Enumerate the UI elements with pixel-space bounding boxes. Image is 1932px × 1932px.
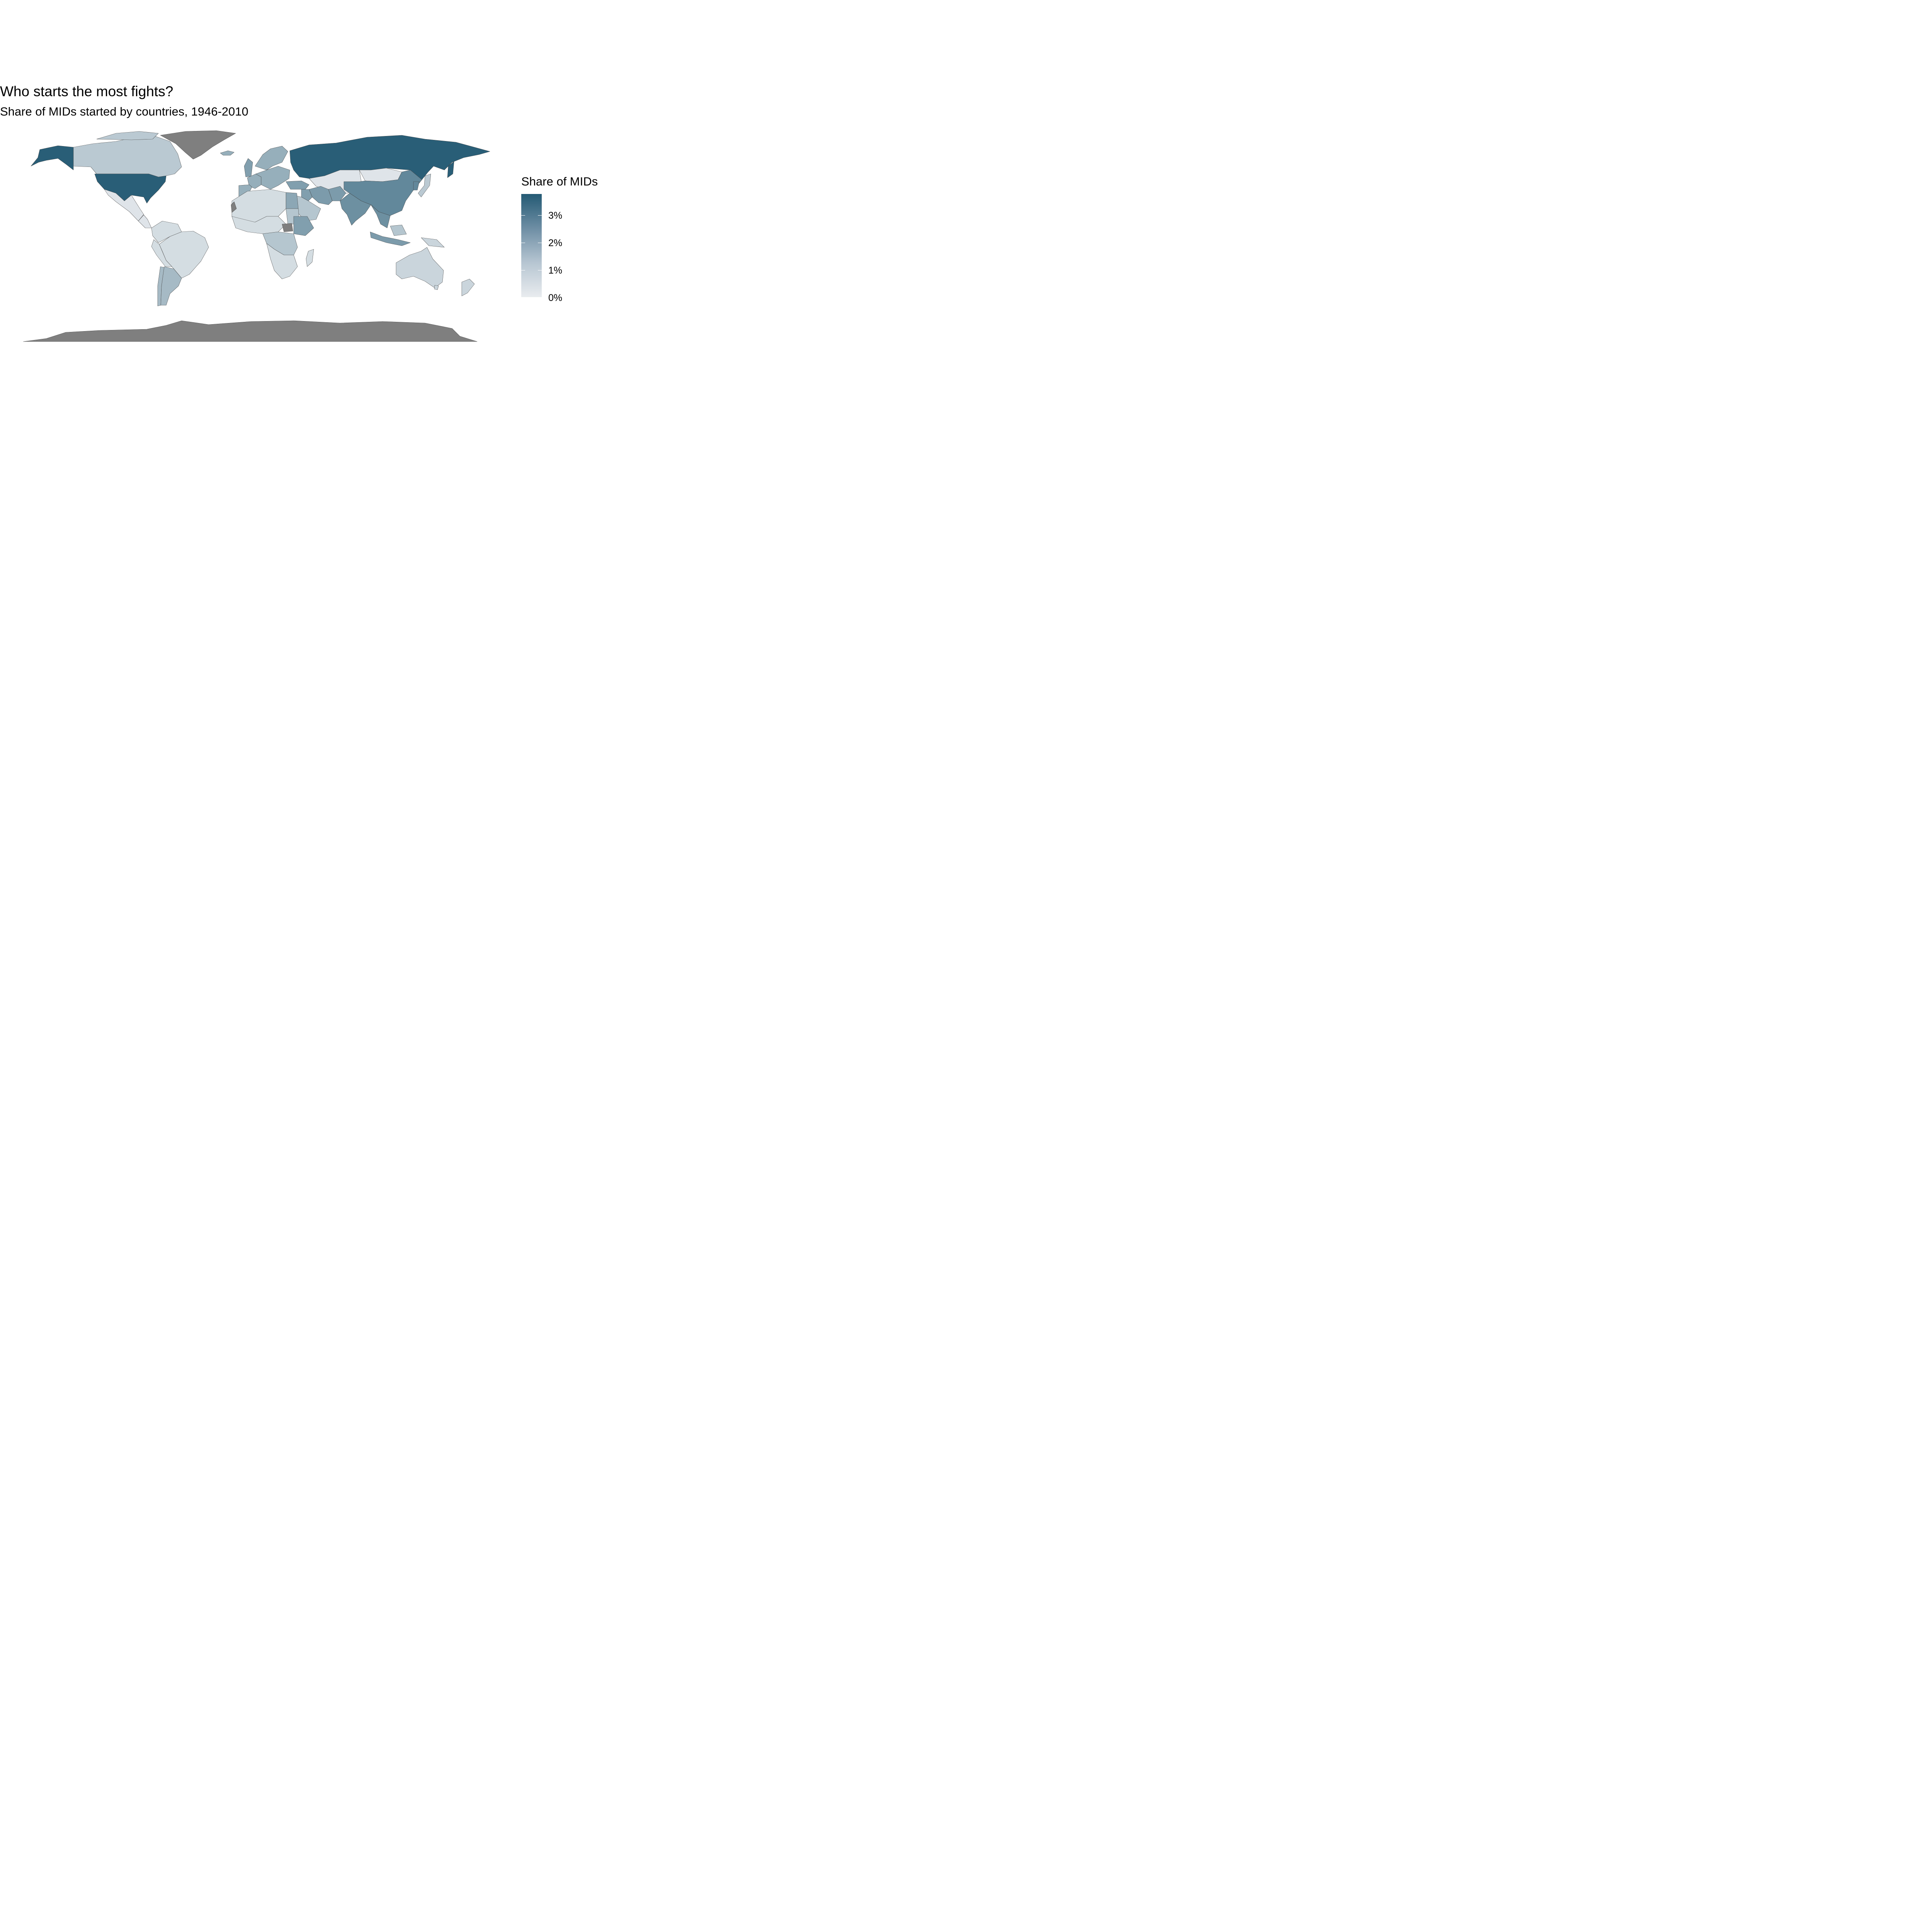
region-australia (396, 247, 444, 288)
region-central-africa (262, 231, 298, 255)
region-western-sahara (231, 201, 237, 213)
region-southern-africa (266, 243, 298, 279)
region-pakistan-afghanistan (328, 186, 346, 201)
region-central-america (138, 214, 152, 228)
legend-tick-label: 2% (548, 238, 563, 248)
region-egypt (286, 192, 299, 209)
region-central-europe (255, 166, 290, 190)
region-kamchatka (447, 161, 454, 178)
region-indonesia (370, 231, 411, 246)
region-ethiopia-horn (293, 216, 314, 236)
legend-tick-mark (521, 215, 525, 216)
region-new-zealand (461, 279, 475, 296)
legend-tick-label: 1% (548, 265, 563, 276)
legend-tick-label: 0% (548, 293, 563, 303)
region-alaska (31, 145, 74, 170)
chart-subtitle: Share of MIDs started by countries, 1946… (0, 105, 248, 118)
region-japan-korea (413, 181, 420, 190)
region-argentina (160, 266, 182, 306)
legend-color-bar (521, 194, 542, 297)
region-turkey (286, 180, 310, 190)
region-canada-islands (96, 131, 159, 140)
region-iraq (301, 189, 313, 201)
region-madagascar (306, 249, 314, 267)
region-iceland (220, 150, 235, 156)
region-antarctica (23, 320, 478, 342)
region-greenland (160, 130, 236, 160)
region-iran (309, 186, 333, 205)
region-india (340, 193, 371, 226)
region-south-sudan (282, 223, 293, 232)
region-borneo-philippines (390, 224, 407, 236)
world-map (23, 130, 490, 342)
region-peru-bolivia (151, 239, 172, 267)
region-southeast-asia (371, 204, 391, 228)
region-mexico (104, 189, 144, 221)
legend-title: Share of MIDs (521, 175, 598, 188)
chart-title: Who starts the most fights? (0, 83, 173, 99)
region-saudi-arabia (293, 195, 321, 221)
region-new-guinea (421, 237, 445, 248)
region-japan (418, 173, 431, 197)
region-sahel-west-africa (231, 216, 286, 234)
region-scandinavia (255, 146, 288, 170)
region-mongolia (359, 168, 402, 182)
region-canada (73, 136, 182, 177)
region-tasmania (434, 285, 439, 290)
legend-tick-label: 3% (548, 210, 563, 221)
region-united-kingdom (244, 158, 253, 177)
legend-tick-mark (538, 215, 542, 216)
